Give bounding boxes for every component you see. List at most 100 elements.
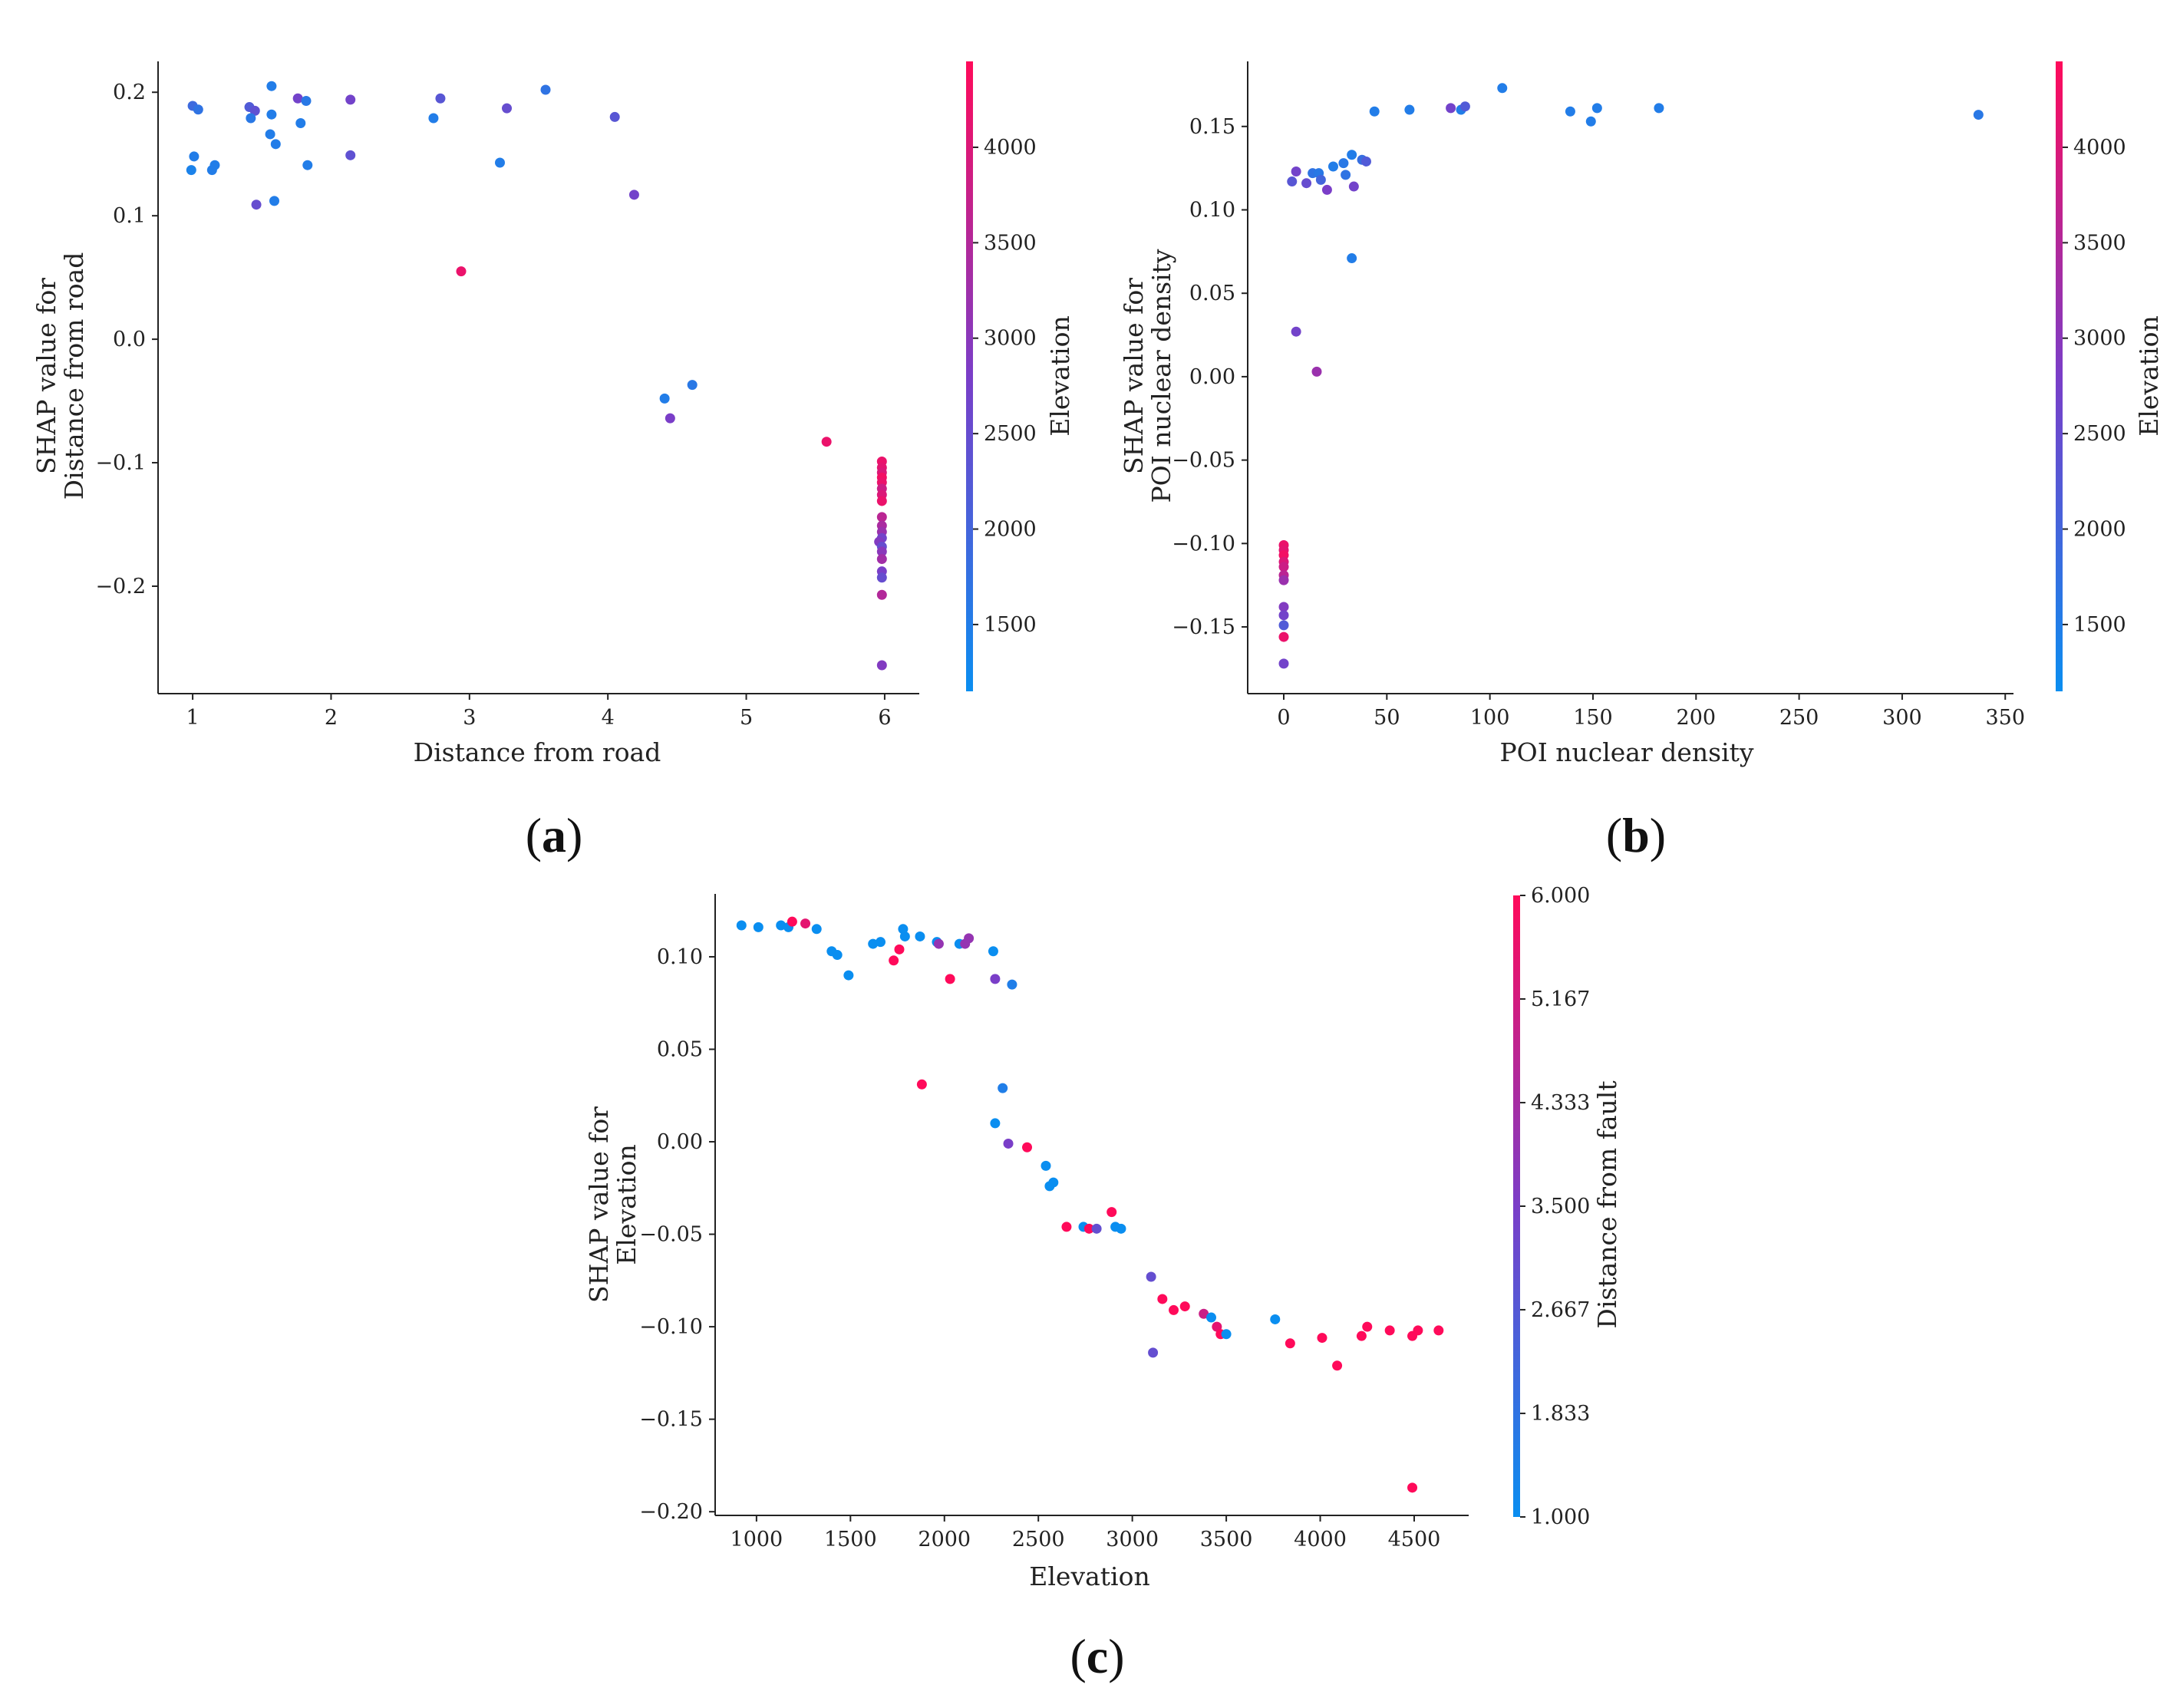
data-point [540,84,551,95]
y-tick-label: −0.05 [639,1223,703,1247]
x-tick-label: 6 [878,706,891,730]
x-tick-label: 250 [1779,706,1819,730]
x-tick-label: 0 [1277,706,1290,730]
colorbar-tick-label: 6.000 [1531,884,1590,908]
colorbar-tick-label: 4.333 [1531,1091,1590,1115]
data-point [1285,1338,1295,1349]
data-point [628,190,639,200]
y-tick-label: 0.05 [1189,282,1235,305]
data-point [269,196,280,206]
data-point [1301,178,1312,189]
data-point [1321,184,1332,195]
data-point [800,918,811,929]
data-point [1291,326,1301,337]
data-point [302,160,313,170]
data-point [876,546,887,557]
colorbar-tick-label: 1500 [984,613,1037,637]
panel-label: (c) [1070,1629,1124,1683]
y-tick-label: 0.15 [1189,115,1235,139]
x-axis-label: Distance from road [414,737,661,767]
data-point [1311,366,1322,377]
data-point [1169,1304,1179,1315]
y-axis-label-line2: Distance from road [59,252,89,500]
data-point [1565,106,1575,117]
data-point [1116,1223,1126,1234]
data-point [964,933,975,944]
y-tick-label: −0.10 [1172,532,1235,556]
data-point [609,111,620,122]
data-point [1332,1360,1343,1371]
data-point [753,922,763,932]
y-axis-label: SHAP value forPOI nuclear density [1119,249,1176,503]
colorbar-label: Distance from fault [1592,1080,1622,1328]
data-point [266,81,277,91]
chart-panel-a: 1 2 3 4 5 6 0.2 0.1 0.0 −0.1 −0.2 Distance from roa… [31,61,1075,862]
x-tick-label: 4000 [1294,1528,1347,1551]
x-axis-label: POI nuclear density [1499,737,1753,767]
data-point [246,113,256,124]
colorbar-tick-label: 3.500 [1531,1195,1590,1218]
panel-letter: c [1087,1629,1108,1683]
colorbar-tick-label: 2500 [2073,422,2126,446]
x-tick-label: 2 [325,706,338,730]
y-tick-label: 0.10 [1189,198,1235,222]
data-point [988,946,998,957]
data-point [1179,1301,1190,1312]
data-point [1591,103,1602,114]
data-point [843,970,854,981]
data-point [1212,1321,1222,1332]
data-point [1973,110,1984,120]
x-tick-label: 5 [740,706,753,730]
scatter-points-a [186,81,887,671]
colorbar-tick-label: 2000 [2073,518,2126,542]
data-point [1341,170,1351,180]
data-point [193,104,203,115]
data-point [1287,176,1298,187]
colorbar-tick-label: 1.000 [1531,1505,1590,1529]
colorbar-tick-label: 5.167 [1531,988,1590,1011]
y-tick-label: −0.05 [1172,449,1235,473]
data-point [659,393,670,404]
x-tick-label: 1000 [731,1528,783,1551]
data-point [1384,1325,1395,1336]
data-point [1356,1330,1367,1341]
data-point [249,105,260,116]
data-point [1317,1333,1327,1344]
data-point [1199,1308,1209,1319]
data-point [665,413,675,424]
data-point [894,944,905,955]
data-point [209,160,220,170]
y-axis-label: SHAP value forDistance from road [31,252,89,500]
x-tick-label: 3500 [1200,1528,1253,1551]
x-tick-label: 200 [1677,706,1717,730]
data-point [1654,103,1664,114]
data-point [1061,1222,1072,1232]
data-point [1157,1294,1168,1304]
y-tick-label: −0.1 [95,451,146,475]
x-axis-label: Elevation [1029,1561,1149,1591]
scatter-points-b [1278,83,1984,669]
colorbar-a: 1500 2000 2500 3000 3500 4000 Elevation [966,61,1075,691]
data-point [1022,1142,1033,1152]
y-axis-label-line2: Elevation [612,1144,641,1265]
data-point [687,380,698,391]
colorbar-tick-label: 4000 [984,136,1037,160]
data-point [456,266,467,277]
x-tick-label: 100 [1470,706,1510,730]
axes-b: 0 50 100 150 200 250 300 350 0.15 0.10 0.05 0.00 −0.… [1172,61,2025,730]
data-point [1369,106,1380,117]
x-tick-label: 3 [463,706,476,730]
y-tick-label: 0.00 [1189,365,1235,389]
y-axis-label: SHAP value forElevation [584,1106,641,1303]
data-point [1278,610,1289,621]
y-tick-label: 0.00 [657,1130,703,1154]
colorbar-b: 1500 2000 2500 3000 3500 4000 Elevation [2056,61,2164,691]
data-point [1433,1325,1444,1336]
data-point [1270,1314,1281,1324]
data-point [776,920,787,931]
data-point [189,151,200,162]
data-point [270,139,281,150]
data-point [1278,562,1289,572]
data-point [1585,116,1596,127]
